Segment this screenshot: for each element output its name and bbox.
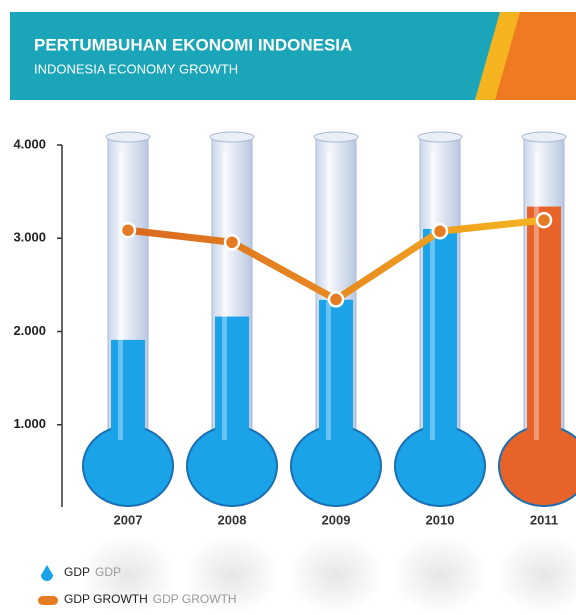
- reflection: [392, 535, 488, 615]
- legend-icon: [38, 596, 58, 605]
- y-tick-label: 3.000: [13, 230, 46, 245]
- header-band: [10, 12, 530, 100]
- reflection: [288, 535, 384, 615]
- legend-icon: [41, 565, 53, 581]
- legend-label: GDP GROWTH: [64, 592, 148, 606]
- x-tick-label: 2009: [322, 512, 351, 527]
- x-tick-label: 2008: [218, 512, 247, 527]
- reflection: [496, 535, 576, 615]
- x-tick-label: 2007: [114, 512, 143, 527]
- line-point: [327, 291, 345, 308]
- y-tick-label: 1.000: [13, 416, 46, 431]
- tube-rim: [209, 131, 255, 143]
- line-point: [223, 234, 241, 251]
- highlight: [534, 150, 539, 440]
- line-point: [431, 223, 449, 240]
- reflection: [80, 535, 176, 615]
- header-accent: [495, 12, 576, 100]
- tube-rim: [417, 131, 463, 143]
- legend-label: GDP: [64, 565, 90, 579]
- line-point: [119, 221, 137, 239]
- highlight: [222, 150, 227, 440]
- line-point: [535, 211, 553, 229]
- chart-subtitle: INDONESIA ECONOMY GROWTH: [34, 61, 238, 76]
- bar: [423, 228, 457, 450]
- y-tick-label: 4.000: [13, 136, 46, 151]
- y-tick-label: 2.000: [13, 323, 46, 338]
- bar: [215, 316, 249, 450]
- tube-rim: [313, 131, 359, 143]
- tube-rim: [105, 131, 151, 143]
- bar: [319, 299, 353, 450]
- highlight: [430, 150, 435, 440]
- bar: [111, 339, 145, 450]
- tube-rim: [521, 131, 567, 143]
- legend-sublabel: GDP: [95, 565, 121, 579]
- reflection: [184, 535, 280, 615]
- chart-title: PERTUMBUHAN EKONOMI INDONESIA: [34, 35, 352, 54]
- highlight: [118, 150, 123, 440]
- x-tick-label: 2011: [530, 512, 558, 527]
- bar: [527, 206, 561, 450]
- legend-sublabel: GDP GROWTH: [153, 592, 237, 606]
- x-tick-label: 2010: [426, 512, 455, 527]
